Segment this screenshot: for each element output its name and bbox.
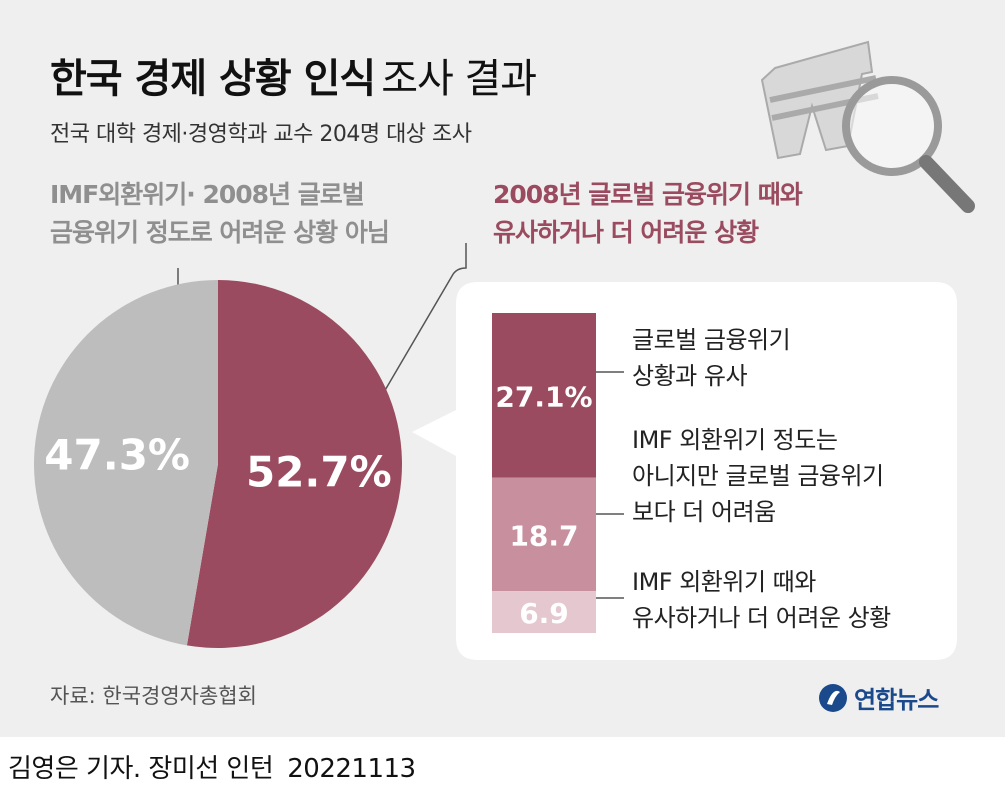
bar-segment-3 xyxy=(492,591,596,633)
label-not-difficult: IMF외환위기· 2008년 글로벌 금융위기 정도로 어려운 상황 아님 xyxy=(50,176,390,252)
bar-value-label-3: 6.9 xyxy=(519,597,569,630)
credit-author: 김영은 기자. 장미선 인턴 xyxy=(8,754,274,784)
breakdown-note-3-line-2: 유사하거나 더 어려운 상황 xyxy=(632,604,891,632)
leader-line-red xyxy=(383,243,467,393)
breakdown-note-1: 글로벌 금융위기 상황과 유사 xyxy=(632,322,791,394)
label-difficult-line-2: 유사하거나 더 어려운 상황 xyxy=(493,218,759,247)
title-bold: 한국 경제 상황 인식 xyxy=(50,56,376,102)
yonhap-logo-text: 연합뉴스 xyxy=(854,686,939,714)
pie-slice-2 xyxy=(34,280,219,646)
breakdown-note-1-line-2: 상황과 유사 xyxy=(632,362,748,390)
bar-value-label-1: 27.1% xyxy=(495,380,592,413)
bar-value-label-2: 18.7 xyxy=(509,519,578,552)
title-regular: 조사 결과 xyxy=(381,56,537,102)
magnifier-icon xyxy=(842,76,975,213)
breakdown-note-2: IMF 외환위기 정도는 아니지만 글로벌 금융위기 보다 더 어려움 xyxy=(632,422,884,530)
source-note: 자료: 한국경영자총협회 xyxy=(50,684,257,708)
credit-line: 김영은 기자. 장미선 인턴 20221113 xyxy=(8,748,416,785)
breakdown-note-2-line-3: 보다 더 어려움 xyxy=(632,498,776,526)
breakdown-note-3: IMF 외환위기 때와 유사하거나 더 어려운 상황 xyxy=(632,564,891,636)
yonhap-logo: 연합뉴스 xyxy=(818,680,939,715)
chart-area: 52.7% 47.3% 27.1% 18.7 6.9 xyxy=(34,40,975,660)
pie-value-label-1: 52.7% xyxy=(246,448,392,497)
pie-chart: 52.7% 47.3% xyxy=(34,280,403,648)
yonhap-logo-icon xyxy=(819,683,847,712)
label-difficult-line-1: 2008년 글로벌 금융위기 때와 xyxy=(493,180,803,209)
label-not-difficult-line-1: IMF외환위기· 2008년 글로벌 xyxy=(50,180,365,209)
breakdown-note-2-line-1: IMF 외환위기 정도는 xyxy=(632,426,838,454)
label-not-difficult-line-2: 금융위기 정도로 어려운 상황 아님 xyxy=(50,218,390,247)
credit-date: 20221113 xyxy=(287,754,416,784)
pie-slice-1 xyxy=(186,280,403,648)
bar-segment-1 xyxy=(492,313,596,478)
pie-value-label-2: 47.3% xyxy=(44,430,190,479)
subtitle: 전국 대학 경제·경영학과 교수 204명 대상 조사 xyxy=(50,122,472,147)
page-title: 한국 경제 상황 인식 조사 결과 xyxy=(50,46,537,104)
label-difficult: 2008년 글로벌 금융위기 때와 유사하거나 더 어려운 상황 xyxy=(493,176,803,252)
breakdown-note-2-line-2: 아니지만 글로벌 금융위기 xyxy=(632,462,884,490)
stacked-bar: 27.1% 18.7 6.9 xyxy=(492,313,624,633)
bar-segment-2 xyxy=(492,477,596,592)
breakdown-note-1-line-1: 글로벌 금융위기 xyxy=(632,326,791,354)
breakdown-note-3-line-1: IMF 외환위기 때와 xyxy=(632,568,816,596)
